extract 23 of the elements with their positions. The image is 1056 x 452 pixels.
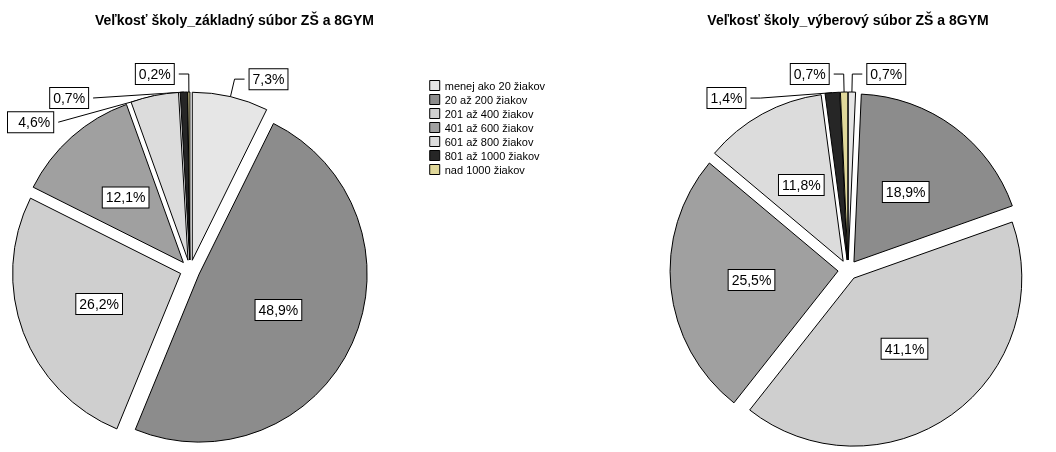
legend-label: 401 až 600 žiakov	[444, 121, 534, 134]
legend-label: menej ako 20 žiakov	[444, 79, 546, 92]
data-label: 7,3%	[252, 71, 285, 88]
chart-title: Veľkosť školy_výberový súbor ZŠ a 8GYM	[707, 11, 989, 28]
chart-title: Veľkosť školy_základný súbor ZŠ a 8GYM	[95, 11, 374, 28]
data-label: 11,8%	[781, 176, 821, 193]
data-label: 0,7%	[793, 66, 826, 83]
legend-label: nad 1000 žiakov	[444, 163, 526, 176]
data-label: 25,5%	[731, 271, 772, 288]
data-label: 26,2%	[79, 296, 120, 312]
data-label: 12,1%	[105, 189, 146, 206]
data-label: 18,9%	[885, 184, 926, 201]
legend-label: 801 až 1000 žiakov	[444, 149, 541, 162]
data-label: 1,4%	[710, 90, 743, 107]
data-label: 0,2%	[138, 66, 171, 82]
data-label: 0,7%	[53, 90, 86, 107]
data-label: 4,6%	[18, 114, 51, 131]
data-label: 41,1%	[884, 340, 925, 357]
data-label: 48,9%	[258, 301, 299, 318]
legend-label: 601 až 800 žiakov	[444, 135, 534, 148]
data-label: 0,7%	[870, 66, 903, 83]
legend-label: 20 až 200 žiakov	[444, 93, 528, 106]
legend-label: 201 až 400 žiakov	[444, 107, 534, 120]
